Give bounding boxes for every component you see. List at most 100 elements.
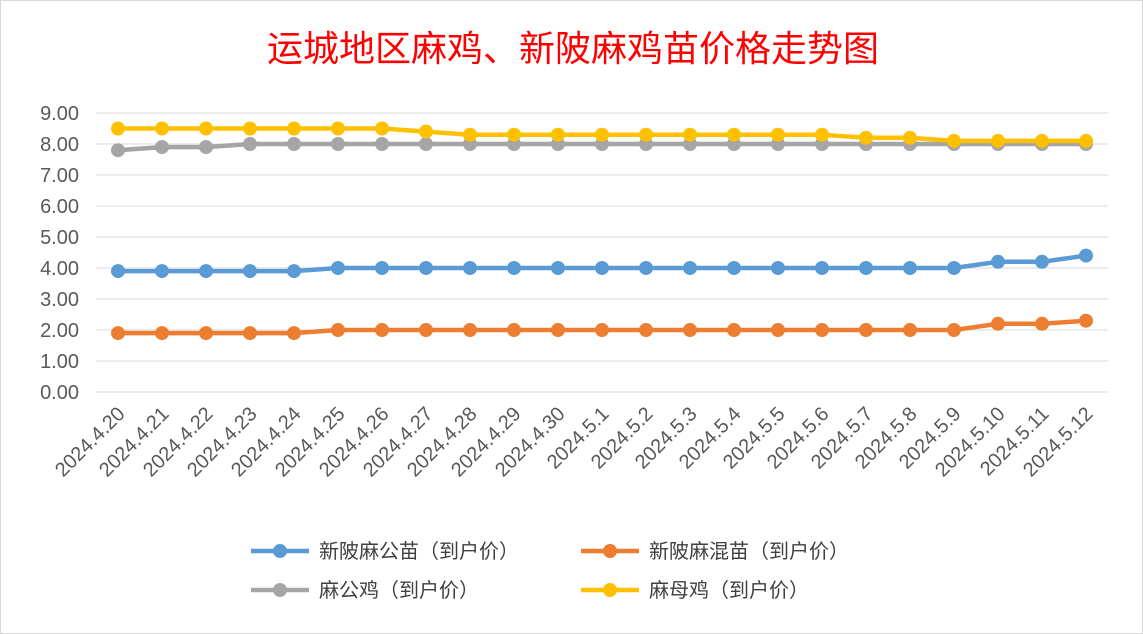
data-point	[463, 261, 477, 275]
data-point	[1035, 133, 1049, 148]
data-point	[815, 261, 829, 275]
data-point	[1079, 133, 1093, 148]
y-tick-label: 0.00	[40, 382, 79, 404]
data-point	[903, 261, 917, 275]
data-point	[683, 261, 697, 275]
data-point	[463, 127, 477, 142]
data-point	[155, 140, 169, 155]
data-point	[287, 121, 301, 136]
data-point	[639, 261, 653, 275]
data-point	[243, 264, 257, 279]
data-point	[419, 124, 433, 139]
y-tick-label: 1.00	[40, 351, 79, 373]
data-point	[639, 127, 653, 142]
data-point	[287, 264, 301, 279]
legend-item: 新陂麻混苗（到户价）	[581, 539, 849, 563]
data-point	[947, 133, 961, 148]
data-point	[639, 323, 653, 337]
data-point	[991, 316, 1005, 331]
data-point	[331, 137, 345, 151]
y-tick-label: 6.00	[40, 196, 79, 218]
legend-label: 新陂麻公苗（到户价）	[319, 539, 519, 563]
data-point	[1079, 248, 1093, 263]
legend-label: 麻公鸡（到户价）	[319, 578, 479, 602]
data-point	[683, 323, 697, 337]
data-point	[771, 323, 785, 337]
series-2	[111, 313, 1093, 341]
legend-label: 麻母鸡（到户价）	[649, 578, 809, 602]
data-point	[419, 137, 433, 151]
legend-marker	[603, 583, 617, 597]
data-point	[551, 127, 565, 142]
legend: 新陂麻公苗（到户价） 新陂麻混苗（到户价） 麻公鸡（到户价） 麻母鸡（到户价）	[251, 539, 849, 602]
data-point	[243, 326, 257, 341]
y-tick-label: 3.00	[40, 289, 79, 311]
data-point	[199, 264, 213, 279]
data-point	[595, 127, 609, 142]
data-point	[815, 127, 829, 142]
data-point	[507, 261, 521, 275]
data-point	[551, 261, 565, 275]
legend-item: 新陂麻公苗（到户价）	[251, 539, 519, 563]
y-tick-label: 4.00	[40, 258, 79, 280]
data-point	[947, 323, 961, 337]
series-lines	[111, 121, 1093, 341]
y-tick-label: 5.00	[40, 227, 79, 249]
data-point	[331, 121, 345, 136]
data-point	[1079, 313, 1093, 328]
data-point	[991, 254, 1005, 269]
data-point	[155, 326, 169, 341]
x-axis-ticks: 2024.4.202024.4.212024.4.222024.4.232024…	[51, 403, 1097, 481]
data-point	[375, 261, 389, 275]
data-point	[463, 323, 477, 337]
series-1	[111, 248, 1093, 279]
data-point	[683, 127, 697, 142]
data-point	[859, 323, 873, 337]
data-point	[111, 326, 125, 341]
data-point	[727, 323, 741, 337]
data-point	[859, 261, 873, 275]
data-point	[111, 264, 125, 279]
data-point	[287, 326, 301, 341]
legend-item: 麻公鸡（到户价）	[251, 578, 479, 602]
legend-marker	[273, 583, 287, 597]
data-point	[331, 261, 345, 275]
data-point	[155, 264, 169, 279]
y-axis-ticks: 0.00 1.00 2.00 3.00 4.00 5.00 6.00 7.00 8.00 9.00	[40, 103, 79, 404]
data-point	[331, 323, 345, 337]
data-point	[727, 127, 741, 142]
data-point	[199, 121, 213, 136]
data-point	[111, 143, 125, 158]
data-point	[155, 121, 169, 136]
data-point	[947, 261, 961, 275]
data-point	[419, 323, 433, 337]
data-point	[771, 127, 785, 142]
data-point	[507, 323, 521, 337]
data-point	[815, 323, 829, 337]
data-point	[595, 323, 609, 337]
data-point	[243, 121, 257, 136]
legend-marker	[273, 544, 287, 558]
data-point	[111, 121, 125, 136]
data-point	[771, 261, 785, 275]
data-point	[903, 130, 917, 145]
data-point	[199, 140, 213, 155]
y-tick-label: 8.00	[40, 134, 79, 156]
data-point	[859, 130, 873, 145]
gridlines	[96, 112, 1108, 393]
series-4	[111, 121, 1093, 148]
data-point	[287, 137, 301, 151]
y-tick-label: 7.00	[40, 165, 79, 187]
data-point	[243, 137, 257, 151]
y-tick-label: 9.00	[40, 103, 79, 125]
data-point	[375, 121, 389, 136]
legend-label: 新陂麻混苗（到户价）	[649, 539, 849, 563]
data-point	[595, 261, 609, 275]
y-tick-label: 2.00	[40, 320, 79, 342]
data-point	[991, 133, 1005, 148]
data-point	[903, 323, 917, 337]
data-point	[1035, 316, 1049, 331]
chart-title: 运城地区麻鸡、新陂麻鸡苗价格走势图	[267, 29, 879, 70]
